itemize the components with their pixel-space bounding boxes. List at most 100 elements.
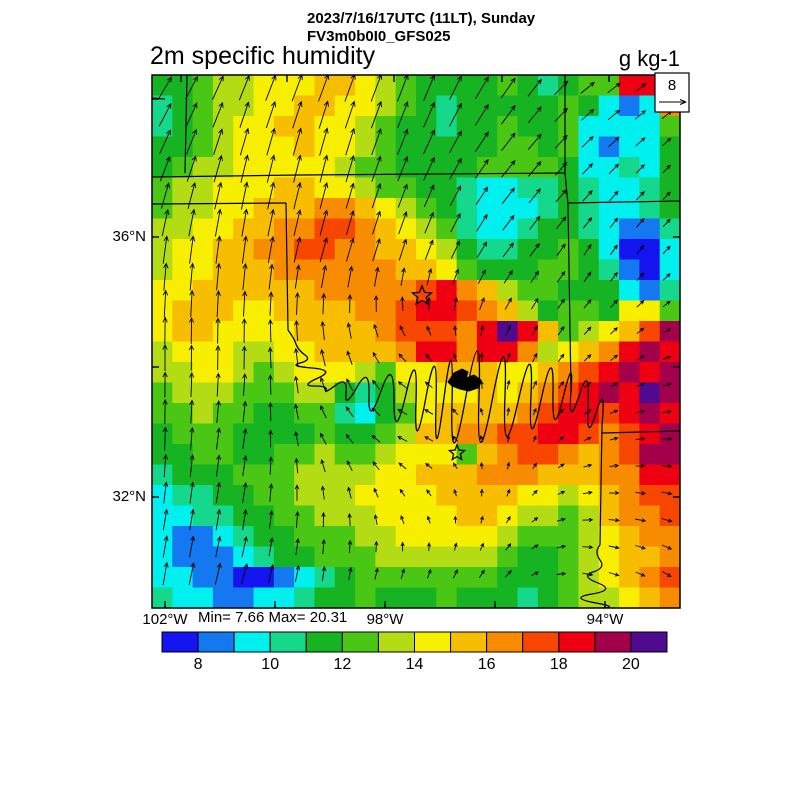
humidity-cell	[253, 259, 275, 281]
wind-arrow	[662, 273, 671, 281]
wind-arrow	[505, 515, 511, 524]
humidity-cell	[152, 259, 173, 281]
humidity-cell	[314, 341, 336, 363]
humidity-cell	[456, 546, 478, 568]
humidity-cell	[497, 198, 519, 220]
wind-arrow	[294, 564, 301, 583]
wind-arrow	[189, 481, 195, 504]
humidity-cell	[517, 567, 539, 589]
humidity-cell	[578, 239, 600, 261]
humidity-cell	[517, 280, 539, 302]
humidity-cell	[456, 136, 478, 158]
humidity-cell	[314, 423, 336, 445]
humidity-cell	[639, 116, 661, 138]
humidity-cell	[152, 546, 173, 568]
wind-arrow	[242, 373, 248, 396]
humidity-cell	[476, 136, 498, 158]
humidity-cell	[375, 505, 397, 527]
humidity-cell	[436, 300, 458, 322]
colorbar-segment	[197, 631, 235, 653]
humidity-cell	[334, 218, 356, 240]
wind-arrow	[268, 536, 274, 557]
colorbar-tick-label: 14	[406, 656, 424, 673]
humidity-cell	[172, 546, 194, 568]
humidity-cell	[212, 239, 234, 261]
humidity-cell	[537, 464, 559, 486]
wind-arrow	[423, 129, 435, 154]
humidity-cell	[517, 423, 539, 445]
humidity-cell	[294, 321, 316, 343]
humidity-cell	[598, 280, 620, 302]
wind-arrow	[608, 518, 620, 523]
humidity-cell	[355, 546, 376, 568]
humidity-cell	[233, 157, 255, 179]
humidity-cell	[619, 567, 640, 589]
humidity-cell	[294, 177, 316, 199]
humidity-cell	[619, 403, 640, 425]
wind-arrow	[556, 243, 566, 256]
humidity-cell	[314, 198, 336, 220]
wind-arrow	[397, 155, 409, 182]
wind-arrow	[635, 409, 646, 414]
wind-arrow	[162, 398, 168, 425]
humidity-cell	[192, 362, 214, 384]
humidity-cell	[294, 198, 316, 220]
humidity-cell	[659, 259, 680, 281]
wind-arrow	[345, 237, 355, 262]
humidity-cell	[294, 75, 316, 97]
humidity-cell	[537, 444, 559, 466]
wind-arrow	[160, 182, 171, 209]
humidity-cell	[375, 136, 397, 158]
humidity-cell	[355, 362, 376, 384]
humidity-cell	[172, 116, 194, 138]
wind-arrow	[527, 133, 542, 150]
humidity-cell	[558, 526, 580, 548]
humidity-cell	[212, 505, 234, 527]
humidity-cell	[172, 444, 194, 466]
humidity-cell	[456, 505, 478, 527]
wind-arrow	[556, 270, 566, 283]
humidity-cell	[659, 198, 680, 220]
humidity-cell	[456, 464, 478, 486]
humidity-cell	[537, 526, 559, 548]
wind-arrow	[501, 159, 516, 178]
humidity-cell	[436, 116, 458, 138]
humidity-cell	[578, 280, 600, 302]
wind-arrow	[319, 209, 329, 236]
wind-arrow	[506, 352, 511, 363]
humidity-cell	[273, 382, 295, 404]
wind-arrow	[423, 184, 435, 207]
wind-arrow	[370, 100, 382, 129]
red-river-line	[287, 329, 604, 444]
humidity-cell	[476, 587, 498, 608]
humidity-cell	[639, 444, 661, 466]
humidity-cell	[172, 464, 194, 486]
humidity-cell	[517, 403, 539, 425]
colorbar-tick-label: 20	[622, 656, 640, 673]
humidity-cell	[314, 157, 336, 179]
colorbar-segment	[558, 631, 596, 653]
humidity-cell	[619, 300, 640, 322]
humidity-cell	[639, 464, 661, 486]
humidity-cell	[253, 382, 275, 404]
humidity-cell	[598, 198, 620, 220]
wind-arrow	[347, 512, 352, 527]
wind-arrow	[215, 481, 222, 504]
humidity-cell	[517, 485, 539, 507]
humidity-cell	[334, 198, 356, 220]
wind-arrow	[189, 262, 195, 291]
humidity-cell	[212, 403, 234, 425]
wind-arrow	[268, 263, 275, 290]
humidity-cell	[476, 116, 498, 138]
wind-arrow	[661, 436, 673, 442]
humidity-cell	[497, 464, 519, 486]
humidity-cell	[294, 403, 316, 425]
wind-arrow	[558, 380, 565, 389]
humidity-cell	[314, 546, 336, 568]
humidity-cell	[273, 177, 295, 199]
wind-arrow	[189, 535, 196, 558]
wind-arrow	[344, 75, 356, 102]
wind-arrow	[662, 571, 672, 578]
humidity-cell	[233, 321, 255, 343]
wind-arrow	[608, 545, 620, 550]
